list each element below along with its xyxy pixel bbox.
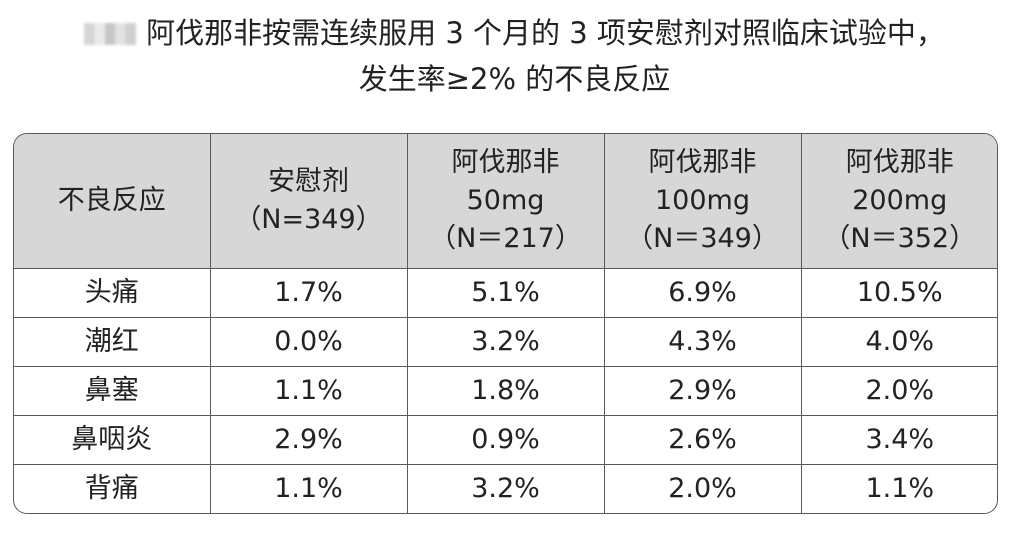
table-row: 头痛 1.7% 5.1% 6.9% 10.5%	[14, 268, 997, 318]
header-line: 不良反应	[57, 185, 166, 216]
table-cell: 1.1%	[210, 464, 408, 513]
blurred-logo	[84, 23, 137, 45]
table-cell: 6.9%	[604, 268, 802, 318]
header-avanafil-100mg: 阿伐那非 100mg （N＝349）	[604, 134, 802, 269]
table-cell: 2.0%	[604, 464, 802, 513]
table-cell: 4.3%	[604, 317, 802, 367]
header-line: 阿伐那非	[845, 147, 954, 178]
row-label: 背痛	[14, 464, 211, 513]
header-line: 50mg	[466, 185, 545, 216]
header-line: （N=349）	[234, 204, 383, 235]
table-cell: 2.9%	[210, 415, 408, 465]
table-cell: 2.0%	[801, 366, 997, 416]
table-cell: 4.0%	[801, 317, 997, 367]
table-cell: 0.9%	[407, 415, 605, 465]
table-cell: 3.2%	[407, 464, 605, 513]
header-avanafil-50mg: 阿伐那非 50mg （N＝217）	[407, 134, 605, 269]
title-line-2: 发生率≥2% 的不良反应	[358, 62, 671, 96]
header-adverse-reaction: 不良反应	[14, 134, 211, 269]
header-line: （N＝217）	[429, 223, 582, 254]
table-cell: 0.0%	[210, 317, 408, 367]
document-title: 阿伐那非按需连续服用 3 个月的 3 项安慰剂对照临床试验中， 发生率≥2% 的…	[0, 10, 1029, 102]
header-line: （N＝349）	[626, 223, 779, 254]
table-cell: 1.1%	[865, 473, 935, 504]
title-line-1: 阿伐那非按需连续服用 3 个月的 3 项安慰剂对照临床试验中，	[0, 10, 1029, 56]
table-cell: 10.5%	[801, 268, 997, 318]
header-line: 阿伐那非	[648, 147, 757, 178]
header-row: 不良反应 安慰剂 （N=349） 阿伐那非 50mg （N＝217） 阿伐那非 …	[14, 134, 997, 269]
header-line: 阿伐那非	[451, 147, 560, 178]
table-cell: 1.8%	[407, 366, 605, 416]
header-line: （N＝352）	[823, 223, 977, 254]
table-cell: 2.6%	[604, 415, 802, 465]
table-cell: 1.1%	[210, 366, 408, 416]
adverse-reactions-table: 不良反应 安慰剂 （N=349） 阿伐那非 50mg （N＝217） 阿伐那非 …	[13, 133, 998, 514]
table-row: 鼻塞 1.1% 1.8% 2.9% 2.0%	[14, 366, 997, 416]
table-cell: 3.4%	[801, 415, 997, 465]
table-row: 潮红 0.0% 3.2% 4.3% 4.0%	[14, 317, 997, 367]
table-cell: 2.9%	[604, 366, 802, 416]
row-label: 潮红	[14, 317, 211, 367]
table-cell: 5.1%	[407, 268, 605, 318]
table-cell: 3.2%	[407, 317, 605, 367]
table-cell: 1.7%	[210, 268, 408, 318]
table-row: 背痛 1.1% 3.2% 2.0% 1.1%	[14, 464, 997, 513]
header-placebo: 安慰剂 （N=349）	[210, 134, 408, 269]
row-label: 鼻塞	[14, 366, 211, 416]
row-label: 鼻咽炎	[14, 415, 211, 465]
header-line: 安慰剂	[268, 166, 349, 197]
header-avanafil-200mg: 阿伐那非 200mg （N＝352）	[801, 134, 997, 269]
table-row: 鼻咽炎 2.9% 0.9% 2.6% 3.4%	[14, 415, 997, 465]
row-label: 头痛	[14, 268, 211, 318]
header-line: 200mg	[852, 185, 948, 216]
header-line: 100mg	[655, 185, 750, 216]
data-table: 不良反应 安慰剂 （N=349） 阿伐那非 50mg （N＝217） 阿伐那非 …	[14, 134, 997, 513]
title-line-1-text: 阿伐那非按需连续服用 3 个月的 3 项安慰剂对照临床试验中，	[146, 16, 945, 50]
